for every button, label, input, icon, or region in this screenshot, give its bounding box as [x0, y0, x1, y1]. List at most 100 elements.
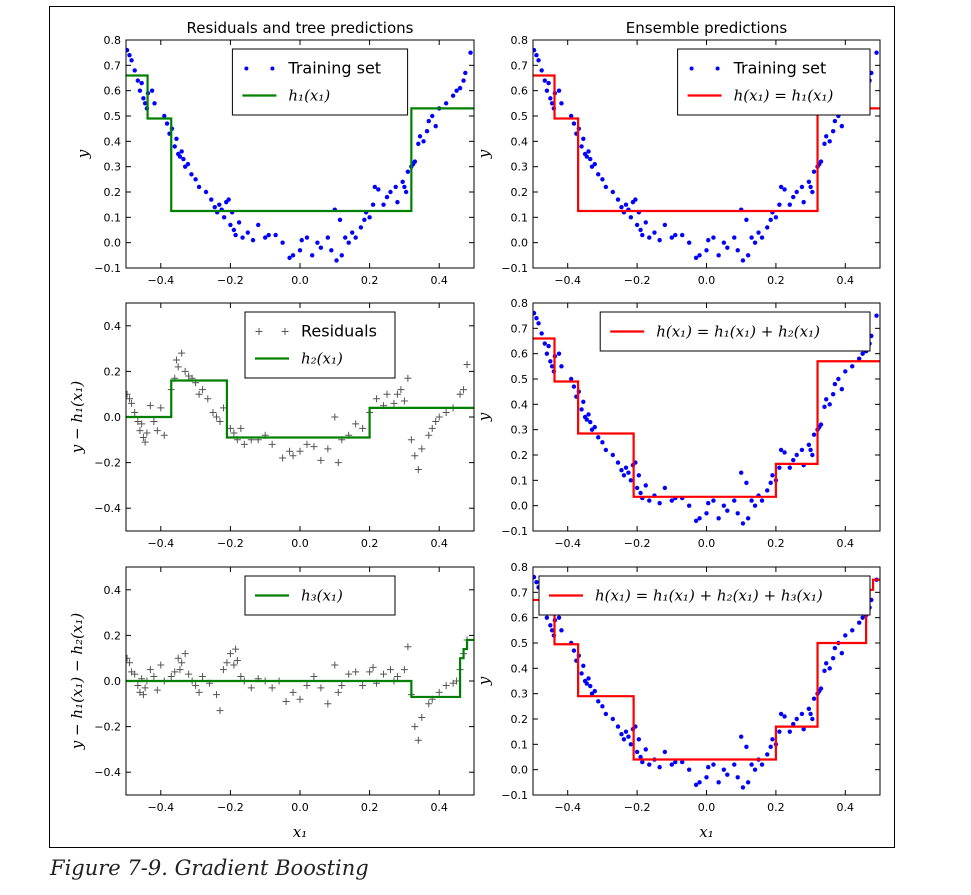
residual-point — [393, 672, 401, 680]
training-point — [768, 217, 773, 223]
y-tick-label: 0.8 — [104, 34, 122, 47]
training-point — [549, 101, 555, 106]
residual-point — [268, 440, 276, 448]
training-point — [811, 432, 817, 437]
residual-point — [143, 429, 151, 437]
legend-box — [244, 311, 396, 379]
y-tick-label: 0.1 — [511, 474, 529, 487]
training-point — [189, 172, 194, 177]
training-point — [619, 468, 624, 473]
training-point — [546, 80, 551, 86]
training-point — [777, 729, 782, 734]
training-point — [704, 511, 709, 516]
training-point — [226, 197, 231, 202]
training-point — [304, 235, 310, 240]
y-tick-label: 0.6 — [104, 85, 122, 98]
training-point — [203, 189, 209, 195]
y-tick-label: 0.4 — [511, 398, 529, 411]
legend-label: Residuals — [301, 322, 377, 341]
residual-point — [317, 456, 325, 464]
x-tick-label: −0.4 — [554, 274, 581, 287]
training-point — [588, 156, 593, 162]
residual-point — [199, 672, 207, 680]
residual-point — [397, 386, 405, 394]
training-point — [424, 129, 430, 134]
residual-point — [131, 408, 139, 416]
training-point — [810, 189, 815, 195]
training-point — [801, 726, 806, 732]
residual-point — [286, 447, 294, 455]
y-tick-label: 0.7 — [511, 586, 529, 599]
training-point — [744, 217, 749, 223]
training-point — [787, 729, 792, 734]
training-point — [811, 169, 817, 174]
residual-point — [237, 672, 245, 680]
training-point — [209, 197, 214, 202]
training-point — [657, 237, 662, 243]
training-point — [787, 202, 792, 207]
y-tick-label: −0.1 — [94, 262, 121, 275]
prediction-line — [126, 74, 474, 213]
training-point — [586, 676, 591, 681]
training-point — [579, 407, 584, 412]
residual-point — [414, 736, 422, 744]
residual-point — [460, 386, 468, 394]
training-point — [346, 240, 351, 245]
training-point — [716, 253, 721, 258]
training-point — [619, 732, 624, 737]
training-point — [533, 47, 537, 53]
training-point — [334, 258, 339, 263]
training-point — [127, 53, 132, 58]
training-point — [778, 447, 784, 453]
training-point — [759, 235, 765, 240]
chart-title: Ensemble predictions — [626, 19, 788, 37]
axes-frame — [125, 39, 475, 269]
training-point — [732, 762, 737, 767]
training-point — [388, 189, 393, 195]
y-tick-label: 0.5 — [511, 373, 529, 386]
x-tick-label: 0.2 — [767, 801, 785, 814]
training-point — [822, 668, 827, 674]
training-point — [647, 235, 652, 240]
residual-point — [456, 390, 464, 398]
training-point — [343, 235, 348, 240]
prediction-line — [533, 74, 880, 213]
training-point — [874, 313, 879, 318]
training-point — [603, 447, 609, 453]
training-point — [132, 68, 137, 73]
training-point — [818, 422, 824, 427]
training-point — [273, 232, 278, 238]
residual-point — [212, 413, 220, 421]
residual-point — [386, 666, 394, 674]
residual-point — [226, 424, 234, 432]
residual-point — [126, 395, 133, 403]
training-point — [299, 237, 304, 243]
training-point — [596, 435, 601, 440]
residual-point — [209, 408, 217, 416]
residual-point — [126, 654, 131, 662]
training-point — [711, 235, 716, 240]
training-point — [174, 136, 179, 141]
training-point — [546, 343, 551, 349]
training-point — [177, 154, 183, 159]
y-tick-label: 0.0 — [511, 237, 529, 250]
training-point — [830, 656, 836, 661]
plot-area — [126, 47, 474, 263]
training-point — [634, 749, 640, 755]
training-point — [745, 780, 751, 785]
training-point — [860, 351, 865, 356]
figure-caption: Figure 7-9. Gradient Boosting — [50, 856, 369, 880]
residual-point — [296, 447, 304, 455]
legend-box — [677, 48, 871, 116]
prediction-line — [126, 638, 474, 699]
training-point — [636, 473, 642, 478]
y-axis-label: y — [74, 149, 92, 159]
y-axis-label: y − h₁(x₁) − h₂(x₁) — [68, 613, 86, 751]
plot-area — [126, 349, 474, 473]
training-point — [735, 511, 740, 516]
legend: Residuals h₂(x₁) — [244, 311, 396, 379]
training-point — [266, 232, 271, 238]
training-point — [843, 633, 848, 638]
training-point — [799, 184, 805, 190]
y-tick-label: −0.1 — [501, 262, 528, 275]
